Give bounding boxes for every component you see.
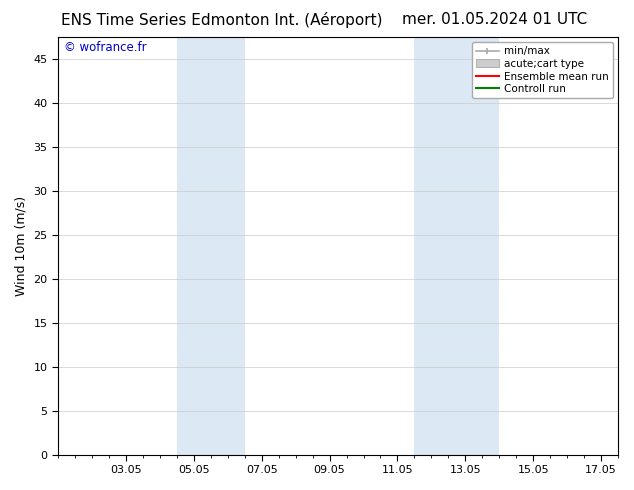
Bar <box>177 37 245 455</box>
Text: ENS Time Series Edmonton Int. (Aéroport): ENS Time Series Edmonton Int. (Aéroport) <box>61 12 383 28</box>
Bar <box>415 37 499 455</box>
Y-axis label: Wind 10m (m/s): Wind 10m (m/s) <box>15 196 28 296</box>
Text: © wofrance.fr: © wofrance.fr <box>63 41 146 54</box>
Text: mer. 01.05.2024 01 UTC: mer. 01.05.2024 01 UTC <box>402 12 587 27</box>
Legend: min/max, acute;cart type, Ensemble mean run, Controll run: min/max, acute;cart type, Ensemble mean … <box>472 42 613 98</box>
